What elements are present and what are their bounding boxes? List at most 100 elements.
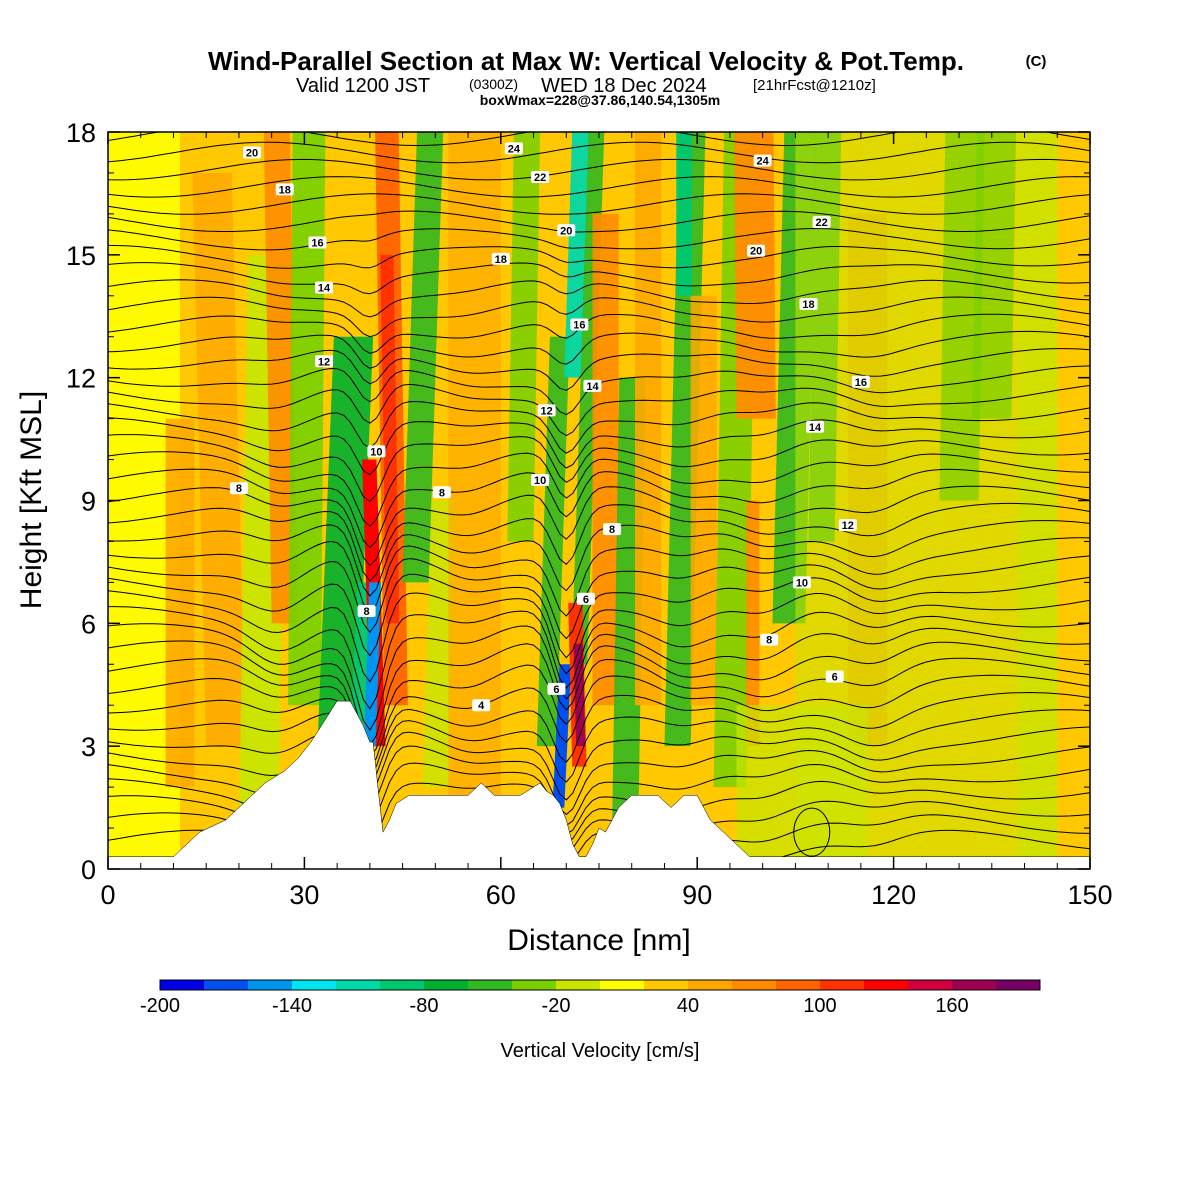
isentrope-label: 22 — [812, 216, 831, 229]
velocity-band — [676, 132, 692, 296]
isentrope-label: 8 — [432, 486, 451, 499]
isentrope-line — [108, 745, 1090, 816]
colorbar: -200 -140 -80 -20 40 100 160 — [140, 979, 1041, 1017]
isentrope-line — [108, 640, 1090, 747]
isentrope-line — [108, 227, 1090, 251]
velocity-band — [690, 295, 717, 706]
colorbar-swatch — [292, 980, 337, 990]
y-tick-label: 18 — [66, 118, 96, 148]
colorbar-frame — [159, 979, 1041, 991]
velocity-band — [536, 336, 570, 747]
isentrope-line — [108, 573, 1090, 659]
y-axis-title: Height [Kft MSL] — [15, 391, 48, 609]
isentrope-label: 18 — [799, 297, 818, 311]
isentrope-label: 10 — [531, 474, 550, 487]
colorbar-swatch — [908, 980, 953, 990]
isentrope-label-text: 6 — [832, 672, 838, 684]
isentrope-label-text: 10 — [796, 577, 808, 589]
colorbar-swatch — [160, 980, 205, 990]
isentrope-line — [108, 709, 1090, 783]
isentrope-label: 14 — [806, 420, 825, 434]
isentrope-label: 22 — [531, 171, 550, 184]
isentrope-label: 6 — [576, 592, 595, 606]
isentrope-line — [108, 158, 1090, 181]
isentrope-label-text: 12 — [842, 520, 854, 532]
isentrope-line — [108, 348, 1090, 391]
isentrope-label-text: 6 — [583, 594, 589, 606]
y-tick-label: 15 — [66, 241, 96, 271]
velocity-band — [448, 132, 501, 869]
colorbar-swatch — [468, 980, 513, 990]
terrain — [108, 700, 1090, 869]
colorbar-swatch — [644, 980, 689, 990]
valid-utc: (0300Z) — [469, 76, 518, 92]
isentrope-line — [108, 451, 1090, 527]
isentrope-line — [108, 674, 1090, 768]
colorbar-tick-label: 40 — [677, 995, 699, 1017]
isentrope-label: 24 — [504, 142, 523, 155]
colorbar-tick-label: -140 — [272, 995, 312, 1017]
isentrope-label: 12 — [537, 404, 556, 417]
colorbar-swatch — [776, 980, 821, 990]
isentrope-line — [108, 606, 1090, 710]
colorbar-title: Vertical Velocity [cm/s] — [501, 1040, 700, 1062]
isentrope-line — [108, 383, 1090, 437]
velocity-band — [734, 132, 776, 419]
velocity-band — [746, 500, 760, 747]
isentrope-line — [108, 520, 1090, 597]
isentrope-label: 10 — [792, 576, 811, 589]
chart-title: Wind-Parallel Section at Max W: Vertical… — [208, 46, 964, 76]
valid-prefix: Valid 1200 JST — [296, 75, 430, 97]
x-tick-label: 150 — [1067, 880, 1112, 910]
isentrope-label-text: 22 — [815, 217, 827, 229]
forecast-info: [21hrFcst@1210z] — [753, 77, 876, 94]
isentrope-label-text: 18 — [495, 254, 507, 266]
colorbar-swatch — [600, 980, 645, 990]
isentrope-line — [108, 623, 1090, 731]
isentrope-label-text: 8 — [236, 483, 242, 495]
isentrope-line — [108, 176, 1090, 198]
colorbar-tick-label: -20 — [542, 995, 571, 1017]
isentrope-label: 16 — [570, 318, 589, 331]
isentrope-label-text: 24 — [508, 143, 521, 155]
isentrope-line — [108, 502, 1090, 582]
colorbar-tick-label: -200 — [140, 995, 180, 1017]
isentrope-label-text: 6 — [553, 684, 559, 696]
isentrope-label-text: 12 — [541, 405, 553, 417]
x-axis-title: Distance [nm] — [507, 924, 690, 957]
y-tick-label: 9 — [81, 487, 96, 517]
colorbar-swatch — [952, 980, 997, 990]
isentrope-line — [108, 141, 1090, 164]
x-tick-label: 120 — [871, 880, 916, 910]
isentrope-line — [108, 400, 1090, 454]
isentrope-line — [108, 555, 1090, 640]
isentrope-line — [108, 691, 1090, 775]
isentrope-label: 6 — [547, 682, 566, 696]
isentrope-label: 12 — [838, 519, 857, 532]
isentrope-label: 18 — [491, 252, 510, 266]
colorbar-swatch — [556, 980, 601, 990]
isentrope-line — [108, 485, 1090, 567]
velocity-band — [1017, 132, 1058, 869]
isentrope-label: 8 — [603, 523, 622, 536]
isentrope-line — [108, 262, 1090, 295]
velocity-band — [507, 132, 541, 542]
isentrope-label: 8 — [229, 482, 248, 495]
colorbar-swatch — [248, 980, 293, 990]
isentrope-label-text: 14 — [809, 422, 822, 434]
velocity-band — [402, 132, 444, 583]
velocity-band — [288, 132, 326, 706]
y-tick-label: 12 — [66, 364, 96, 394]
isentrope-label: 8 — [760, 633, 779, 647]
isentrope-label-text: 14 — [318, 283, 331, 295]
colorbar-swatch — [732, 980, 777, 990]
colorbar-tick-label: 160 — [935, 995, 968, 1017]
isentrope-label-text: 20 — [750, 246, 762, 258]
isentrope-label-text: 8 — [766, 635, 772, 647]
isentrope-line — [793, 807, 831, 857]
isentrope-line — [108, 313, 1090, 354]
isentrope-label: 12 — [315, 355, 334, 368]
colorbar-swatch — [996, 980, 1041, 990]
x-tick-label: 90 — [682, 880, 712, 910]
isentrope-label-text: 10 — [534, 475, 546, 487]
